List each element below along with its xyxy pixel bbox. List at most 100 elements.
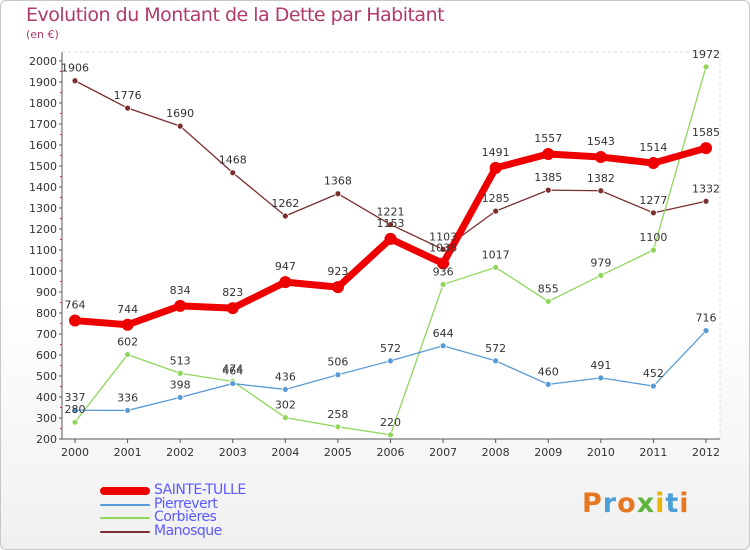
data-label: 336: [117, 391, 138, 404]
legend-swatch: [100, 530, 150, 533]
x-tick-label: 2003: [219, 446, 247, 459]
x-tick-label: 2011: [639, 446, 667, 459]
data-label: 464: [222, 365, 243, 378]
data-label: 474: [222, 362, 243, 375]
y-tick-label: 1300: [29, 202, 57, 215]
logo-letter: i: [655, 488, 666, 519]
data-point: [437, 257, 450, 270]
legend-label: Manosque: [154, 522, 222, 539]
data-label: 947: [275, 260, 296, 273]
data-point: [281, 212, 289, 220]
data-label: 1514: [639, 141, 667, 154]
y-tick-label: 1500: [29, 160, 57, 173]
data-point: [387, 431, 394, 439]
data-point: [334, 371, 342, 379]
y-tick-label: 1200: [29, 223, 57, 236]
data-point: [439, 342, 447, 350]
data-label: 258: [327, 408, 348, 421]
data-point: [544, 186, 552, 194]
data-point: [124, 351, 131, 358]
data-label: 513: [170, 354, 191, 367]
data-label: 1368: [324, 175, 352, 188]
data-label: 1491: [482, 146, 510, 159]
y-tick-label: 1100: [29, 244, 57, 257]
data-point: [124, 104, 131, 112]
data-label: 491: [590, 359, 611, 372]
legend-label: Corbières: [154, 509, 217, 525]
data-label: 452: [643, 367, 664, 380]
data-point: [700, 142, 712, 155]
data-point: [384, 232, 397, 245]
y-tick-label: 600: [36, 349, 57, 362]
data-label: 1036: [429, 241, 457, 254]
data-label: 1690: [166, 107, 194, 120]
data-label: 1382: [587, 172, 615, 185]
data-point: [281, 386, 289, 393]
legend-label: SAINTE-TULLE: [154, 482, 246, 498]
data-label: 398: [170, 378, 191, 391]
data-point: [439, 281, 447, 288]
data-label: 506: [327, 356, 348, 369]
data-label: 1332: [692, 182, 720, 195]
x-tick-label: 2012: [692, 446, 720, 459]
data-point: [71, 418, 79, 426]
legend-swatch: [100, 503, 150, 506]
data-label: 764: [65, 299, 86, 312]
logo-letter: P: [582, 488, 603, 519]
data-label: 1906: [61, 62, 89, 75]
data-point: [544, 298, 552, 305]
x-tick-label: 2002: [166, 446, 194, 459]
data-point: [489, 161, 502, 174]
y-tick-label: 1400: [29, 181, 57, 194]
data-point: [439, 245, 447, 253]
data-point: [69, 314, 81, 327]
x-tick-label: 2007: [429, 446, 457, 459]
logo-letter: o: [617, 488, 637, 519]
data-label: 1103: [429, 230, 457, 243]
chart-title: Evolution du Montant de la Dette par Hab…: [26, 4, 445, 26]
legend-swatch: [100, 517, 150, 519]
y-tick-label: 1700: [29, 118, 57, 131]
data-point: [650, 209, 657, 217]
data-point: [387, 357, 394, 365]
data-point: [176, 394, 184, 401]
y-tick-label: 1900: [29, 76, 57, 89]
data-label: 436: [275, 370, 296, 383]
data-point: [334, 190, 342, 198]
data-label: 1277: [639, 194, 667, 207]
data-point: [597, 374, 605, 382]
data-label: 280: [65, 403, 86, 416]
data-label: 744: [117, 303, 138, 316]
y-tick-label: 900: [36, 286, 57, 299]
data-point: [492, 207, 500, 215]
data-point: [647, 157, 660, 170]
data-label: 337: [65, 391, 86, 404]
data-point: [124, 407, 131, 414]
data-label: 1385: [534, 171, 562, 184]
data-label: 1543: [587, 135, 615, 148]
x-tick-label: 2000: [61, 446, 89, 459]
data-point: [594, 150, 607, 163]
data-label: 220: [380, 416, 401, 429]
y-tick-label: 1800: [29, 97, 57, 110]
data-label: 644: [433, 327, 454, 340]
data-label: 302: [275, 399, 296, 412]
data-label: 1557: [534, 132, 562, 145]
data-point: [71, 77, 79, 85]
y-tick-label: 500: [36, 370, 57, 383]
y-tick-label: 1000: [29, 265, 57, 278]
y-tick-label: 2000: [29, 55, 57, 68]
data-label: 1221: [377, 206, 405, 219]
data-point: [492, 357, 500, 365]
chart-unit: (en €): [26, 28, 59, 41]
y-tick-label: 300: [36, 412, 57, 425]
data-point: [226, 302, 239, 315]
x-tick-label: 2010: [587, 446, 615, 459]
data-point: [121, 318, 134, 331]
plot-area: [62, 52, 720, 439]
data-label: 1285: [482, 192, 510, 205]
logo-letter: r: [602, 488, 618, 519]
data-label: 1017: [482, 248, 510, 261]
y-tick-label: 800: [36, 307, 57, 320]
